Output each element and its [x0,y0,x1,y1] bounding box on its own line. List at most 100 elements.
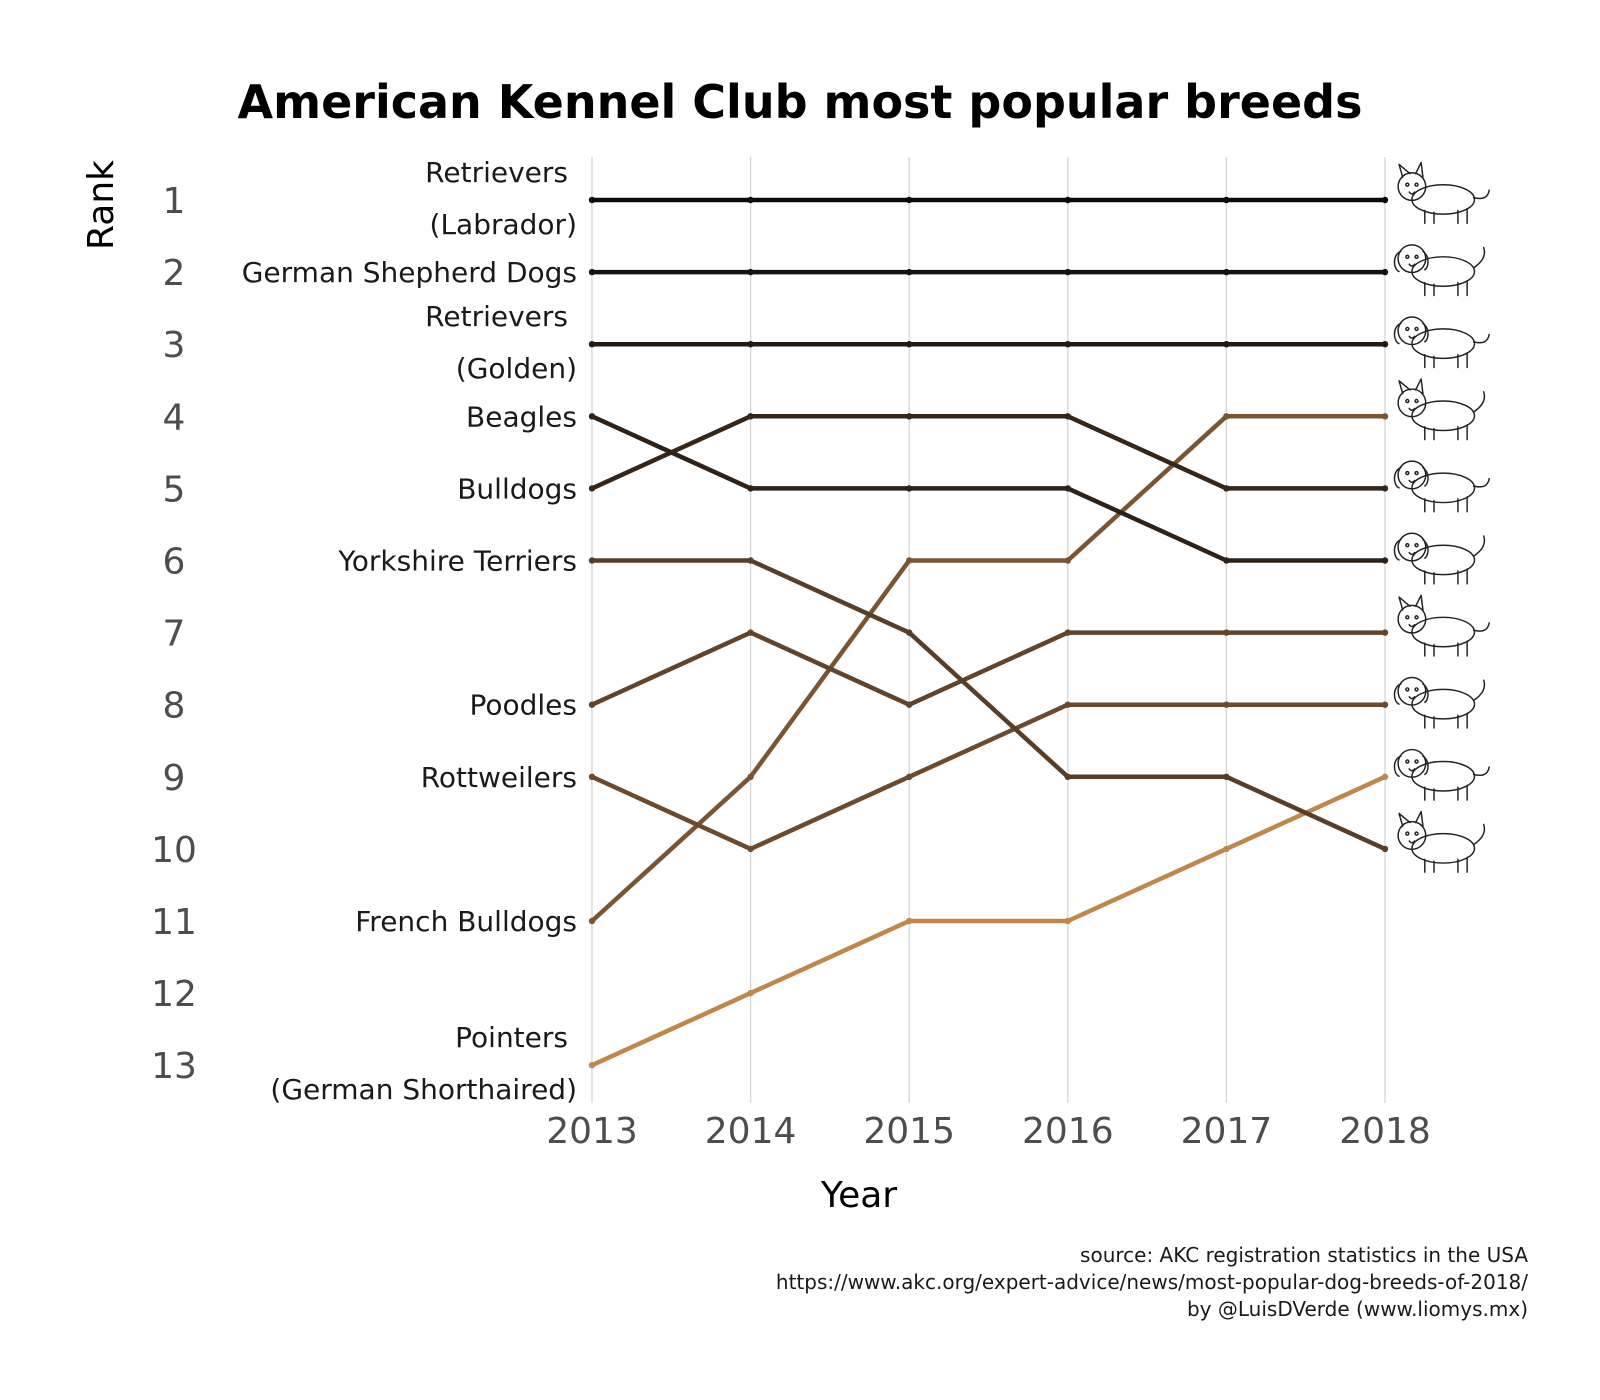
breed-label: Rottweilers [421,761,577,794]
series-point-8-1 [747,773,754,780]
series-point-7-3 [1064,701,1072,708]
breed-label: Poodles [469,689,577,722]
y-tick-label: 13 [151,1046,197,1087]
breed-labels: Retrievers (Labrador) German Shepherd Dogs… [242,156,577,1106]
series-point-4-3 [1064,413,1072,420]
series-point-0-3 [1064,196,1072,204]
series-point-7-2 [906,773,913,780]
series-point-8-5 [1381,413,1389,420]
german-shepherd-dog-icon [1393,244,1486,297]
series-point-1-3 [1064,268,1072,276]
series-line-3 [589,414,1388,563]
series-point-1-5 [1381,268,1389,276]
series-point-9-5 [1381,773,1389,780]
y-tick-label: 7 [163,614,186,655]
series-point-3-3 [1064,485,1072,492]
series-line-9 [589,774,1388,1068]
series-point-5-0 [588,557,596,564]
y-tick-label: 2 [163,253,186,294]
series-point-9-4 [1223,845,1230,853]
breed-label: Retrievers [425,300,568,333]
series-lines [588,196,1389,1069]
breed-label: French Bulldogs [355,905,577,938]
caption: source: AKC registration statistics in t… [776,1243,1528,1321]
caption-line: by @LuisDVerde (www.liomys.mx) [1187,1297,1528,1321]
series-point-8-2 [906,557,913,564]
series-point-2-4 [1223,341,1230,348]
series-point-3-0 [588,413,596,420]
y-tick-label: 4 [163,397,186,438]
french-bulldog-dog-icon [1397,378,1486,441]
series-point-3-2 [906,485,913,492]
series-line-5 [589,558,1388,852]
series-point-8-4 [1223,413,1230,420]
x-tick-label: 2018 [1339,1111,1431,1152]
series-point-9-1 [747,989,754,997]
y-tick-label: 5 [163,469,186,510]
y-tick-label: 12 [151,974,197,1015]
series-point-4-2 [906,413,913,420]
poodle-dog-icon [1397,594,1490,657]
series-point-7-4 [1223,701,1230,708]
y-tick-label: 11 [151,902,197,943]
series-point-4-5 [1381,485,1389,492]
breed-label: (Golden) [456,352,577,385]
dog-icons [1393,161,1490,873]
y-axis-title: Rank [81,160,122,250]
series-point-7-5 [1381,701,1389,708]
series-point-5-3 [1064,773,1072,780]
breed-label: Yorkshire Terriers [337,545,577,578]
y-tick-label: 8 [163,686,186,727]
series-point-2-3 [1064,341,1072,348]
series-point-0-5 [1381,196,1389,204]
caption-line: https://www.akc.org/expert-advice/news/m… [776,1270,1528,1294]
series-point-5-1 [747,557,754,564]
series-point-4-4 [1223,485,1230,492]
series-line-8 [589,414,1388,924]
series-point-9-0 [588,1062,596,1069]
series-point-8-3 [1064,557,1072,564]
series-point-2-5 [1381,341,1389,348]
y-tick-label: 6 [163,542,186,583]
series-point-0-4 [1223,196,1230,204]
series-line-6 [589,630,1388,707]
series-point-6-2 [906,701,913,708]
series-point-5-5 [1381,845,1389,853]
series-line-4 [589,414,1388,491]
series-point-6-5 [1381,629,1389,636]
breed-label: Retrievers [425,156,568,189]
series-point-6-4 [1223,629,1230,636]
x-axis-title: Year [820,1175,897,1216]
series-point-0-2 [906,196,913,204]
series-point-3-1 [747,485,754,492]
series-point-6-0 [588,701,596,708]
gridlines [591,157,1386,1103]
series-point-5-4 [1223,773,1230,780]
chart-title: American Kennel Club most popular breeds [238,75,1363,129]
pointer-dog-icon [1393,748,1490,801]
series-point-6-3 [1064,629,1072,636]
x-tick-label: 2014 [705,1111,797,1152]
golden-retriever-dog-icon [1393,316,1490,369]
breed-label: (Labrador) [430,208,577,241]
series-line-7 [589,702,1388,852]
series-point-2-0 [588,341,596,348]
breed-label: Beagles [466,400,577,433]
bulldog-dog-icon [1393,460,1490,513]
breed-label: German Shepherd Dogs [242,256,577,289]
series-point-0-0 [588,196,596,204]
series-point-9-2 [906,917,913,925]
series-point-2-2 [906,341,913,348]
series-point-7-0 [588,773,596,780]
series-point-9-3 [1064,917,1072,925]
breed-label: Bulldogs [457,472,577,505]
series-point-4-1 [747,413,754,420]
x-tick-label: 2016 [1022,1111,1114,1152]
series-point-1-4 [1223,268,1230,276]
x-tick-label: 2013 [546,1111,638,1152]
series-point-5-2 [906,629,913,636]
yorkshire-terrier-dog-icon [1397,810,1486,873]
series-point-1-1 [747,268,754,276]
